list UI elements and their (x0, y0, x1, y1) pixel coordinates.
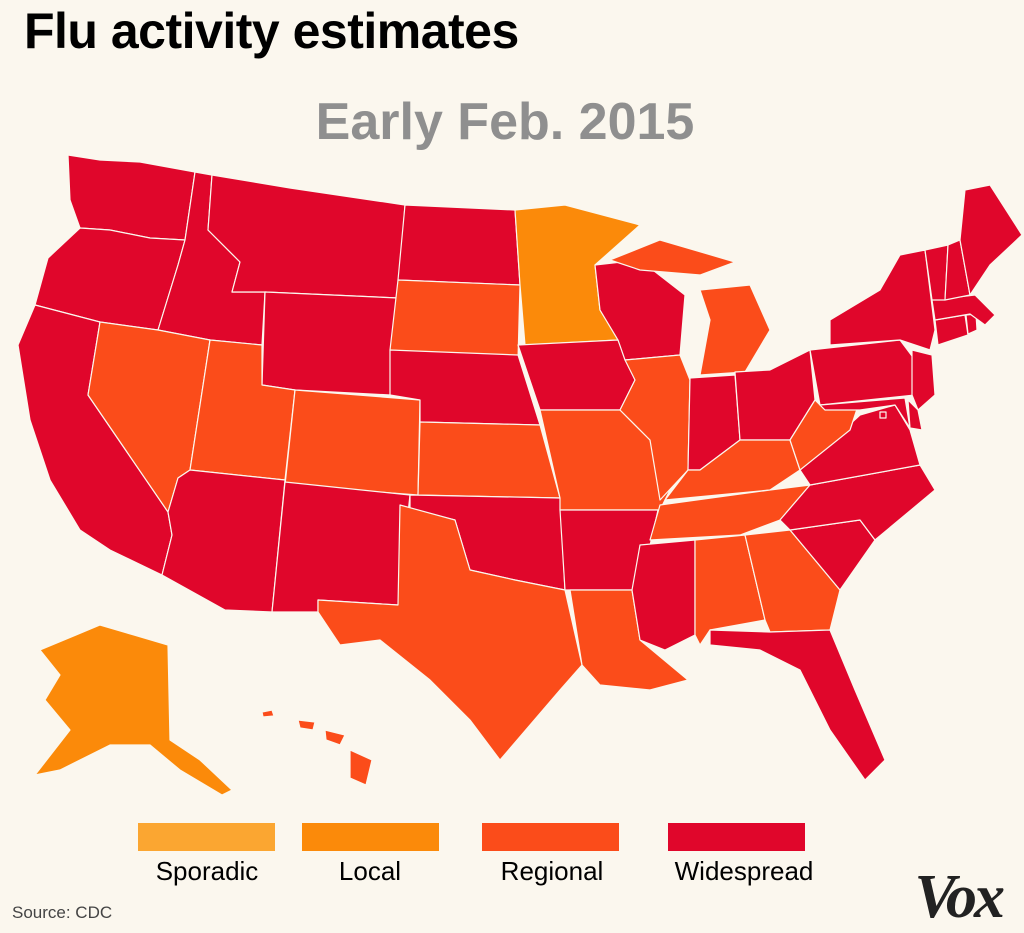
state-ms[interactable] (631, 539, 696, 651)
state-va[interactable] (799, 404, 921, 486)
state-az[interactable] (161, 469, 286, 613)
state-sd[interactable] (389, 279, 521, 361)
state-fl[interactable] (709, 629, 886, 781)
state-de[interactable] (907, 399, 923, 431)
state-pa[interactable] (809, 339, 916, 406)
state-co[interactable] (284, 389, 421, 496)
legend-swatch-local (302, 823, 439, 851)
legend-label-sporadic: Sporadic (155, 856, 259, 886)
state-me[interactable] (959, 184, 1023, 296)
state-ma[interactable] (931, 294, 996, 326)
state-wa[interactable] (67, 154, 196, 241)
state-nd[interactable] (397, 204, 521, 286)
vox-logo: Vox (914, 863, 1006, 931)
state-ia[interactable] (517, 339, 636, 411)
map-subtitle: Early Feb. 2015 (315, 93, 695, 151)
state-wy[interactable] (261, 291, 399, 396)
map-title: Flu activity estimates (24, 3, 519, 59)
legend-label-local: Local (338, 856, 402, 886)
legend-swatch-sporadic (138, 823, 275, 851)
state-md[interactable] (819, 397, 911, 429)
legend-swatch-regional (482, 823, 619, 851)
legend-swatch-widespread (668, 823, 805, 851)
legend-label-widespread: Widespread (674, 856, 814, 886)
legend-label-regional: Regional (500, 856, 604, 886)
state-nm[interactable] (271, 481, 411, 613)
state-mt[interactable] (207, 174, 406, 299)
state-tx[interactable] (317, 504, 583, 761)
state-ny[interactable] (829, 249, 936, 351)
state-ks[interactable] (417, 421, 561, 499)
state-hi[interactable] (261, 709, 373, 786)
state-ak[interactable] (34, 624, 233, 796)
state-nj[interactable] (911, 349, 936, 411)
state-dc[interactable] (879, 411, 887, 419)
state-il[interactable] (619, 354, 691, 501)
source-note: Source: CDC (12, 903, 113, 922)
